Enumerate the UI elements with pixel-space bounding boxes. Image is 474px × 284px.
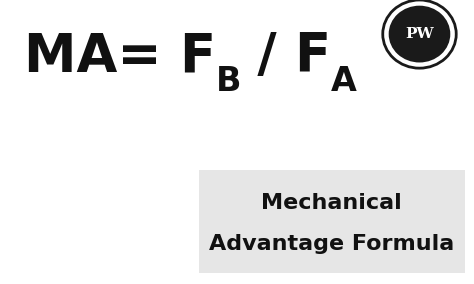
Text: A: A [331, 65, 356, 98]
Ellipse shape [389, 6, 450, 62]
Text: Advantage Formula: Advantage Formula [209, 234, 455, 254]
Text: Mechanical: Mechanical [262, 193, 402, 213]
Text: B: B [216, 65, 241, 98]
FancyBboxPatch shape [199, 170, 465, 273]
Text: / F: / F [238, 30, 331, 82]
Text: MA= F: MA= F [24, 30, 216, 82]
Text: PW: PW [405, 27, 434, 41]
